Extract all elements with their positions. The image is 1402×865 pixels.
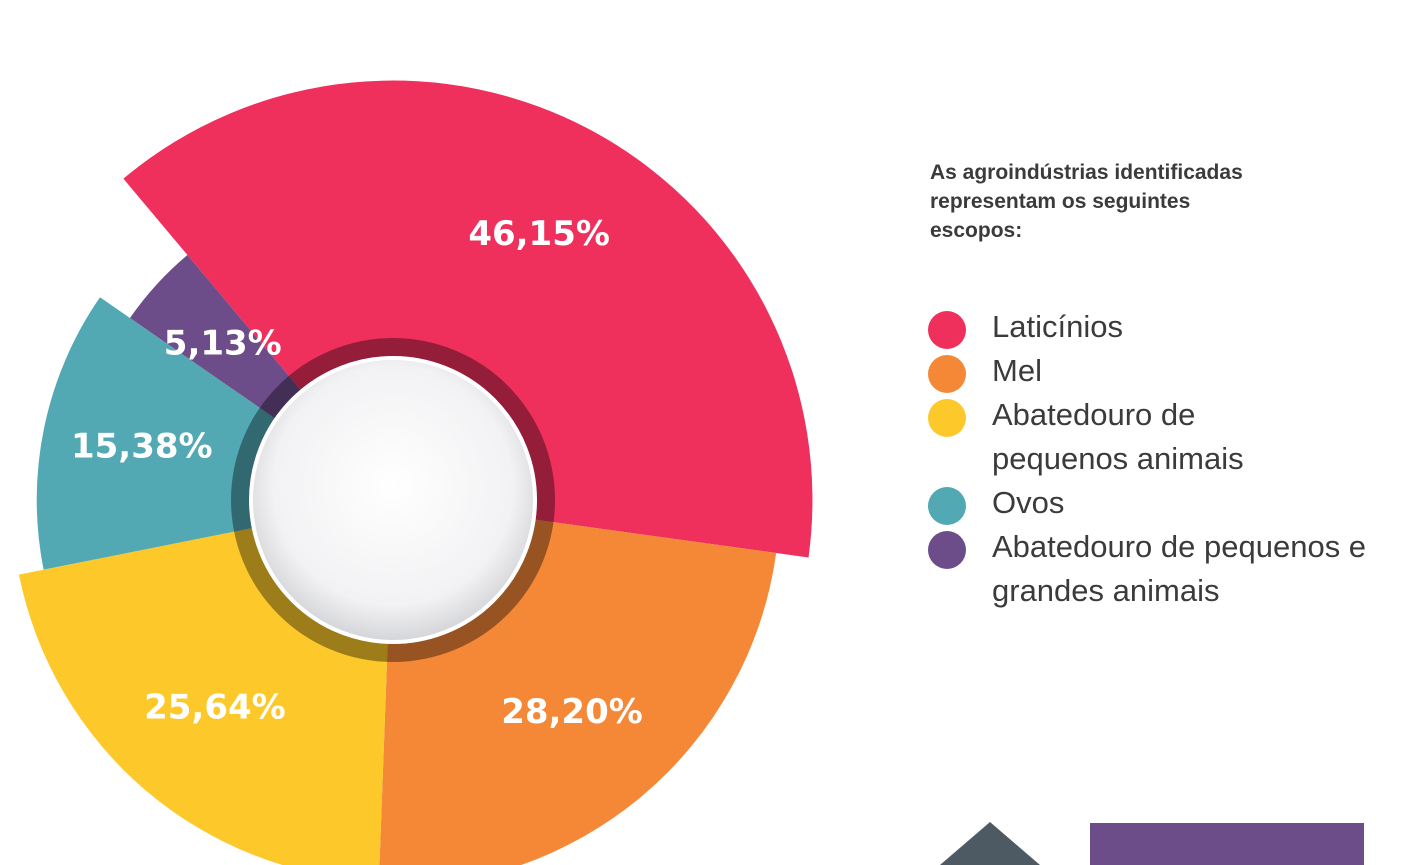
legend-label: Abatedouro de pequenos animais bbox=[992, 397, 1244, 476]
legend-entry: Mel bbox=[928, 349, 1398, 393]
value-label: 25,64% bbox=[144, 688, 286, 728]
legend-label: Laticínios bbox=[992, 309, 1123, 344]
value-label: 5,13% bbox=[164, 323, 282, 363]
legend-swatch bbox=[928, 399, 966, 437]
legend-entry: Abatedouro de pequenos e grandes animais bbox=[928, 525, 1398, 613]
value-label: 15,38% bbox=[71, 426, 213, 466]
value-label: 28,20% bbox=[501, 692, 643, 732]
center-disc bbox=[249, 356, 537, 644]
legend-title: As agroindústrias identificadas represen… bbox=[930, 161, 1243, 242]
value-label: 46,15% bbox=[468, 214, 610, 254]
legend-label: Mel bbox=[992, 353, 1042, 388]
legend-label: Ovos bbox=[992, 485, 1065, 520]
legend-label: Abatedouro de pequenos e grandes animais bbox=[992, 529, 1367, 608]
legend-swatch bbox=[928, 531, 966, 569]
legend-entry: Abatedouro de pequenos animais bbox=[928, 393, 1398, 481]
decor-rect bbox=[1090, 823, 1364, 865]
legend-swatch bbox=[928, 311, 966, 349]
slice bbox=[123, 80, 813, 558]
legend-swatch bbox=[928, 487, 966, 525]
labels: 46,15% 28,20% 25,64% 15,38% 5,13% bbox=[71, 214, 643, 732]
decor-triangle bbox=[940, 822, 1040, 865]
legend-entry: Laticínios bbox=[928, 305, 1398, 349]
legend: Laticínios Mel Abatedouro de pequenos anim… bbox=[928, 305, 1398, 613]
legend-swatch bbox=[928, 355, 966, 393]
legend-entry: Ovos bbox=[928, 481, 1398, 525]
